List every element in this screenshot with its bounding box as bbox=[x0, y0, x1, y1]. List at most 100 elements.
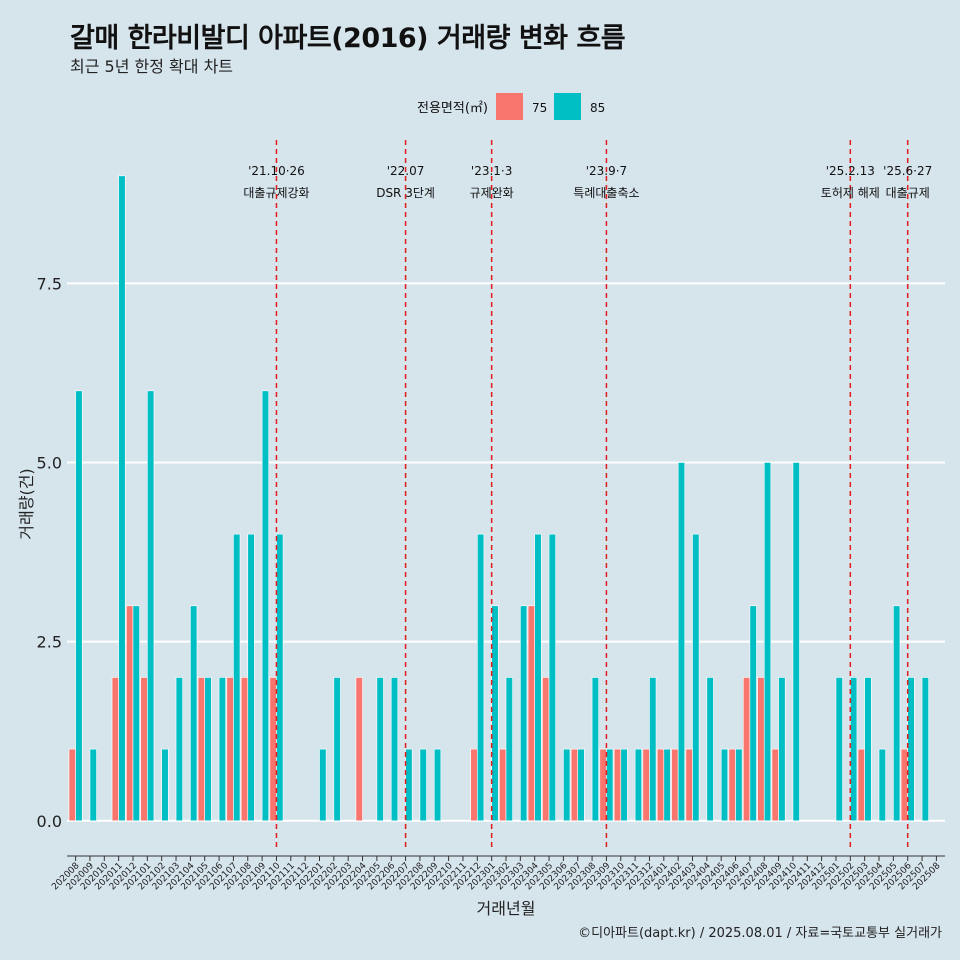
bar-85 bbox=[921, 677, 929, 822]
event-lines: '21.10·26 대출규제강화 '22.07 DSR 3단계 '23.1·3 규제완화 '… bbox=[243, 140, 932, 848]
bar-75 bbox=[126, 605, 134, 822]
bar-85 bbox=[663, 748, 671, 822]
bar-85 bbox=[692, 533, 700, 822]
bar-85 bbox=[706, 677, 714, 822]
event-date-label: '22.07 bbox=[387, 164, 425, 178]
bar-75 bbox=[671, 748, 679, 822]
bar-75 bbox=[470, 748, 478, 822]
event-date-label: '25.6·27 bbox=[883, 164, 932, 178]
bar-75 bbox=[685, 748, 693, 822]
bar-85 bbox=[218, 677, 226, 822]
bar-85 bbox=[835, 677, 843, 822]
bar-75 bbox=[111, 677, 119, 822]
bar-85 bbox=[333, 677, 341, 822]
bars bbox=[68, 175, 929, 822]
bar-85 bbox=[520, 605, 528, 822]
bar-75 bbox=[599, 748, 607, 822]
bar-75 bbox=[742, 677, 751, 822]
chart-title: 갈매 한라비발디 아파트(2016) 거래량 변화 흐름 bbox=[70, 23, 626, 54]
y-tick-label: 7.5 bbox=[37, 274, 62, 293]
legend: 전용면적(㎡) 75 85 bbox=[417, 93, 605, 120]
bar-85 bbox=[190, 605, 198, 822]
bar-85 bbox=[75, 390, 83, 822]
bar-75 bbox=[656, 748, 665, 822]
event-label: 특례대출축소 bbox=[573, 186, 639, 200]
x-axis: 2020082020092020102020112020122021012021… bbox=[50, 855, 945, 918]
bar-75 bbox=[240, 677, 249, 822]
bar-85 bbox=[161, 748, 169, 822]
y-tick-label: 5.0 bbox=[37, 453, 62, 472]
bar-75 bbox=[226, 677, 234, 822]
bar-75 bbox=[527, 605, 535, 822]
bar-75 bbox=[857, 748, 865, 822]
bar-85 bbox=[419, 748, 427, 822]
bar-85 bbox=[433, 748, 442, 822]
x-axis-title: 거래년월 bbox=[477, 899, 536, 918]
bar-85 bbox=[749, 605, 757, 822]
bar-75 bbox=[68, 748, 76, 822]
bar-85 bbox=[376, 677, 384, 822]
bar-85 bbox=[247, 533, 255, 822]
y-axis: 0.0 2.5 5.0 7.5 거래량(건) bbox=[17, 274, 62, 830]
bar-85 bbox=[204, 677, 212, 822]
chart-subtitle: 최근 5년 한정 확대 차트 bbox=[70, 57, 234, 76]
bar-75 bbox=[269, 677, 277, 822]
event-date-label: '23.1·3 bbox=[471, 164, 512, 178]
bar-85 bbox=[720, 748, 729, 822]
bar-75 bbox=[570, 748, 579, 822]
y-axis-title: 거래량(건) bbox=[17, 468, 36, 539]
bar-85 bbox=[907, 677, 915, 822]
bar-85 bbox=[634, 748, 643, 822]
bar-85 bbox=[505, 677, 513, 822]
bar-85 bbox=[620, 748, 628, 822]
event-date-label: '25.2.13 bbox=[826, 164, 875, 178]
bar-75 bbox=[771, 748, 779, 822]
bar-75 bbox=[355, 677, 363, 822]
bar-85 bbox=[390, 677, 399, 822]
bar-85 bbox=[534, 533, 542, 822]
bar-85 bbox=[89, 748, 97, 822]
bar-75 bbox=[728, 748, 736, 822]
legend-title: 전용면적(㎡) bbox=[417, 101, 488, 116]
bar-85 bbox=[591, 677, 599, 822]
event-date-label: '21.10·26 bbox=[248, 164, 305, 178]
bar-85 bbox=[577, 748, 585, 822]
bar-85 bbox=[233, 533, 241, 822]
bar-75 bbox=[757, 677, 765, 822]
bar-85 bbox=[864, 677, 872, 822]
legend-label-75: 75 bbox=[532, 101, 547, 115]
bar-85 bbox=[175, 677, 183, 822]
bar-75 bbox=[499, 748, 507, 822]
bar-85 bbox=[132, 605, 140, 822]
bar-85 bbox=[735, 748, 743, 822]
bar-75 bbox=[613, 748, 622, 822]
bar-85 bbox=[563, 748, 571, 822]
bar-85 bbox=[147, 390, 155, 822]
legend-label-85: 85 bbox=[590, 101, 605, 115]
bar-75 bbox=[900, 748, 908, 822]
bar-85 bbox=[261, 390, 270, 822]
event-label: 대출규제강화 bbox=[243, 186, 309, 200]
event-label: 토허제 해제 bbox=[821, 186, 880, 200]
bar-75 bbox=[197, 677, 206, 822]
bar-75 bbox=[140, 677, 148, 822]
bar-85 bbox=[319, 748, 327, 822]
source-caption: ©디아파트(dapt.kr) / 2025.08.01 / 자료=국토교통부 실… bbox=[578, 926, 942, 941]
y-tick-label: 2.5 bbox=[37, 633, 62, 652]
bar-85 bbox=[850, 677, 858, 822]
bar-85 bbox=[893, 605, 901, 822]
bar-85 bbox=[792, 462, 800, 822]
event-date-label: '23.9·7 bbox=[586, 164, 627, 178]
bar-85 bbox=[548, 533, 556, 822]
bar-85 bbox=[491, 605, 499, 822]
bar-85 bbox=[606, 748, 614, 822]
bar-85 bbox=[477, 533, 485, 822]
bar-85 bbox=[276, 533, 284, 822]
bar-85 bbox=[677, 462, 686, 822]
event-label: 대출규제 bbox=[886, 186, 930, 200]
bar-85 bbox=[763, 462, 772, 822]
bar-85 bbox=[649, 677, 657, 822]
event-label: DSR 3단계 bbox=[376, 186, 435, 200]
bar-85 bbox=[405, 748, 413, 822]
